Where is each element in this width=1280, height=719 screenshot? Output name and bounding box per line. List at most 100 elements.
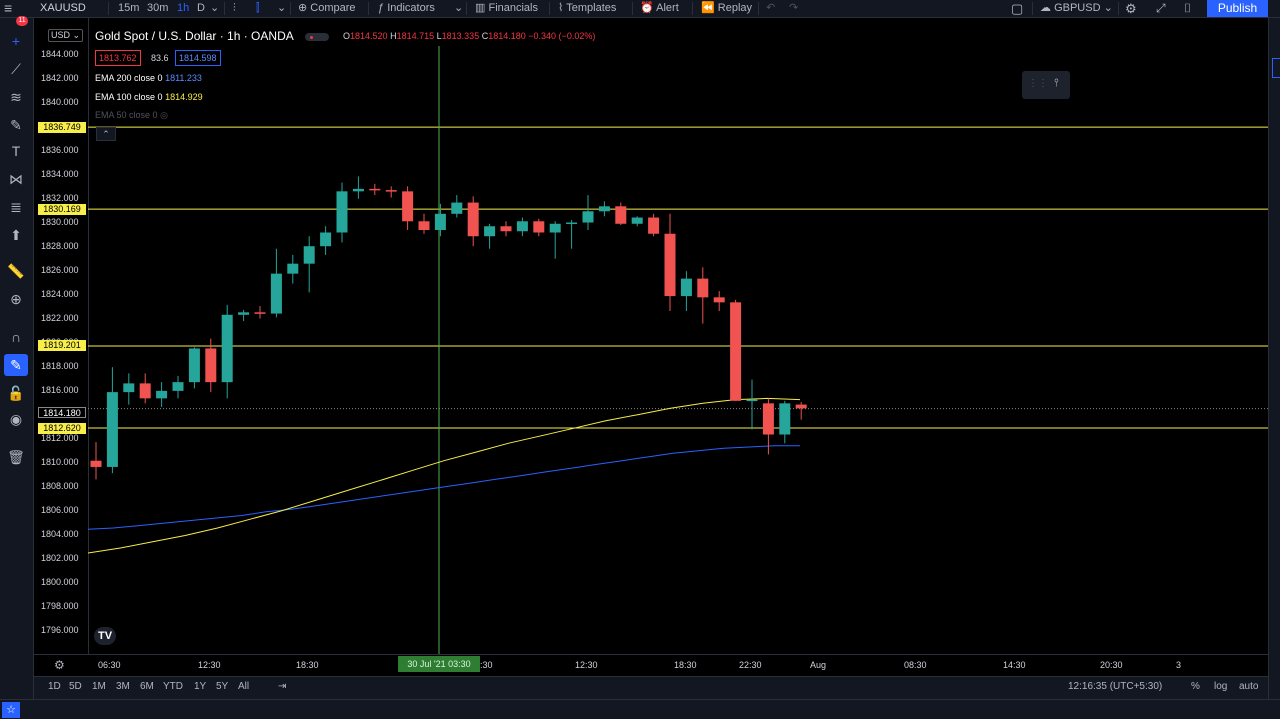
currency-badge[interactable]: USD ⌄ [48,29,84,42]
lock-icon[interactable]: 🔓 [7,385,25,401]
price-tick: 1796.000 [41,625,79,635]
gear-icon[interactable]: ⚙ [1125,1,1137,16]
stay-in-drawing-icon[interactable]: ✎ [4,354,28,376]
divider [1032,2,1033,15]
fullscreen-icon[interactable]: ⤢ [1156,1,1166,15]
text-icon[interactable]: T [11,143,21,159]
prediction-icon[interactable]: ≣ [10,199,22,215]
candle-body [385,190,397,192]
candle-body [467,202,479,237]
menu-icon[interactable]: ≡ [4,0,13,16]
trash-icon[interactable]: 🗑 [7,449,25,465]
chevron-down-icon[interactable]: ⌄ [277,2,287,14]
fullscreen-layout-icon[interactable]: ▢ [1011,1,1024,16]
range-button-ytd[interactable]: YTD [163,681,183,692]
publish-button[interactable]: Publish [1207,0,1268,17]
arrow-up-icon[interactable]: ⬆ [10,227,22,243]
cloud-icon: ☁ [1040,2,1051,14]
redo-icon[interactable]: ↷ [789,2,799,14]
watchlist-icon[interactable] [1272,58,1280,78]
auto-toggle[interactable]: auto [1239,681,1259,692]
price-scale[interactable]: USD ⌄ 1844.0001842.0001840.0001838.00018… [34,18,89,654]
sell-price-tag[interactable]: 1813.762 [95,50,141,66]
fib-icon[interactable]: ≋ [10,89,22,105]
financials-label: Financials [488,2,538,14]
time-tick: 06:30 [470,660,493,670]
alert-button[interactable]: ⏰ Alert [640,0,679,17]
vertical-line-icon[interactable]: ⫯ [1054,77,1059,89]
range-button-3m[interactable]: 3M [116,681,130,692]
layout-button[interactable]: ☁ GBPUSD ⌄ [1040,0,1113,17]
pattern-icon[interactable]: ⋈ [9,171,23,187]
buy-price-tag[interactable]: 1814.598 [175,50,221,66]
star-icon[interactable]: ☆ [2,702,20,718]
percent-toggle[interactable]: % [1191,681,1200,692]
gear-icon[interactable]: ⚙ [54,658,65,672]
date-range-icon[interactable]: ⇥ [278,681,287,692]
ruler-icon[interactable]: 📏 [7,263,25,279]
price-tick: 1828.000 [41,241,79,251]
ema50-legend[interactable]: EMA 50 close 0 ◎ [95,110,168,121]
visibility-toggle[interactable] [305,33,329,41]
crosshair-icon[interactable]: + [11,33,21,49]
financials-button[interactable]: ▥ Financials [475,0,538,17]
tradingview-logo[interactable]: TV [94,627,116,645]
undo-icon[interactable]: ↶ [766,2,776,14]
templates-button[interactable]: ⌇ Templates [558,0,616,17]
candle-body [254,312,266,314]
interval-d[interactable]: D [197,2,205,14]
drag-handle-icon[interactable]: ⋮⋮ [1028,78,1048,89]
interval-1h[interactable]: 1h [177,2,190,14]
price-tick: 1808.000 [41,481,79,491]
price-tick: 1844.000 [41,49,79,59]
price-tick: 1800.000 [41,577,79,587]
ema100-legend[interactable]: EMA 100 close 0 1814.929 [95,92,203,102]
hline-price-label: 1819.201 [38,340,86,352]
price-tick: 1834.000 [41,169,79,179]
bar-style-icon[interactable]: ⫶ [233,2,236,14]
indicators-button[interactable]: ƒ Indicators [378,0,435,17]
brush-icon[interactable]: ✎ [10,117,22,133]
ema200-legend[interactable]: EMA 200 close 0 1811.233 [95,73,202,83]
magnet-icon[interactable]: ∩ [10,329,22,345]
change-value: −0.340 (−0.02%) [528,31,596,41]
status-bar: ☆ [0,699,1280,719]
trend-line-icon[interactable]: ⟋ [11,61,21,77]
range-button-1y[interactable]: 1Y [194,681,207,692]
candlestick-chart[interactable] [88,18,1268,654]
low-value: 1813.335 [441,31,480,41]
collapse-legend-button[interactable]: ⌃ [96,127,116,141]
chevron-down-icon[interactable]: ⌄ [454,2,464,14]
interval-30m[interactable]: 30m [147,2,169,14]
compare-button[interactable]: ⊕ Compare [298,0,356,17]
eye-hidden-icon[interactable]: ◎ [160,110,168,120]
range-button-1d[interactable]: 1D [48,681,61,692]
range-button-1m[interactable]: 1M [92,681,106,692]
log-toggle[interactable]: log [1214,681,1228,692]
interval-15m[interactable]: 15m [118,2,140,14]
chevron-down-icon[interactable]: ⌄ [210,2,220,14]
time-scale[interactable]: ⚙ 06:30 12:30 18:30 06:30 12:30 18:30 22:30 Aug… [34,654,1268,675]
candle-body [270,273,282,314]
range-button-6m[interactable]: 6M [140,681,154,692]
candles-icon[interactable]: ⫿ [256,2,260,14]
candle-body [434,213,446,230]
eye-icon[interactable]: ◉ [9,411,23,427]
ema100-label: EMA 100 close 0 [95,92,163,102]
candle-body [205,348,217,383]
camera-icon[interactable]: ⌷ [1184,1,1192,15]
range-button-5d[interactable]: 5D [69,681,82,692]
zoom-in-icon[interactable]: ⊕ [10,291,22,307]
price-tick: 1804.000 [41,529,79,539]
symbol-search[interactable]: XAUUSD [40,2,86,14]
time-tick: 18:30 [296,660,319,670]
compare-label: Compare [310,2,356,14]
open-label: O [343,31,351,41]
replay-button[interactable]: ⏪ Replay [701,0,752,17]
range-button-all[interactable]: All [238,681,250,692]
chart-title[interactable]: Gold Spot / U.S. Dollar · 1h · OANDA [95,29,294,43]
range-button-5y[interactable]: 5Y [216,681,229,692]
candle-body [582,211,594,223]
clock[interactable]: 12:16:35 (UTC+5:30) [1068,681,1163,692]
floating-toolbar[interactable]: ⋮⋮ ⫯ [1022,71,1070,99]
